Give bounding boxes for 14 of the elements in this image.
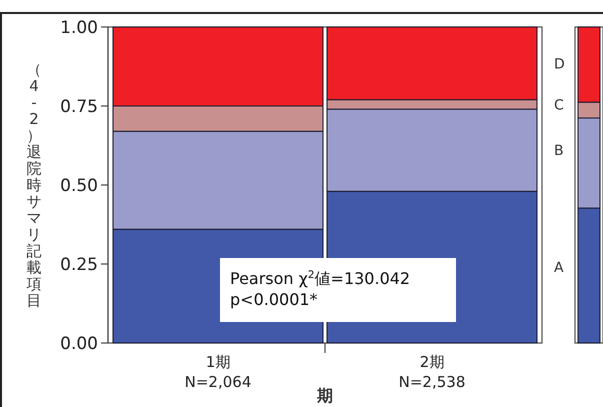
y-tick-label: 0.75 [60,97,98,117]
x-tick-label: 2期 N=2,538 [398,353,466,391]
annotation: Pearson χ$^{2}$値=130.042 p<0.0001* [230,269,410,309]
text: （4-2）退院時サマリ記載項目 [26,60,42,310]
series-label: C [554,97,564,114]
x-axis-title: 期 [316,386,333,405]
y-tick-label: 1.00 [60,18,98,38]
y-tick-label: 0.50 [60,176,98,196]
y-tick-label: 0.00 [60,334,98,354]
x-tick-label: 1期 N=2,064 [184,353,252,391]
series-label: B [554,143,564,160]
series-label: A [554,260,564,276]
series-label: D [554,56,565,72]
y-tick-label: 0.25 [60,255,98,275]
